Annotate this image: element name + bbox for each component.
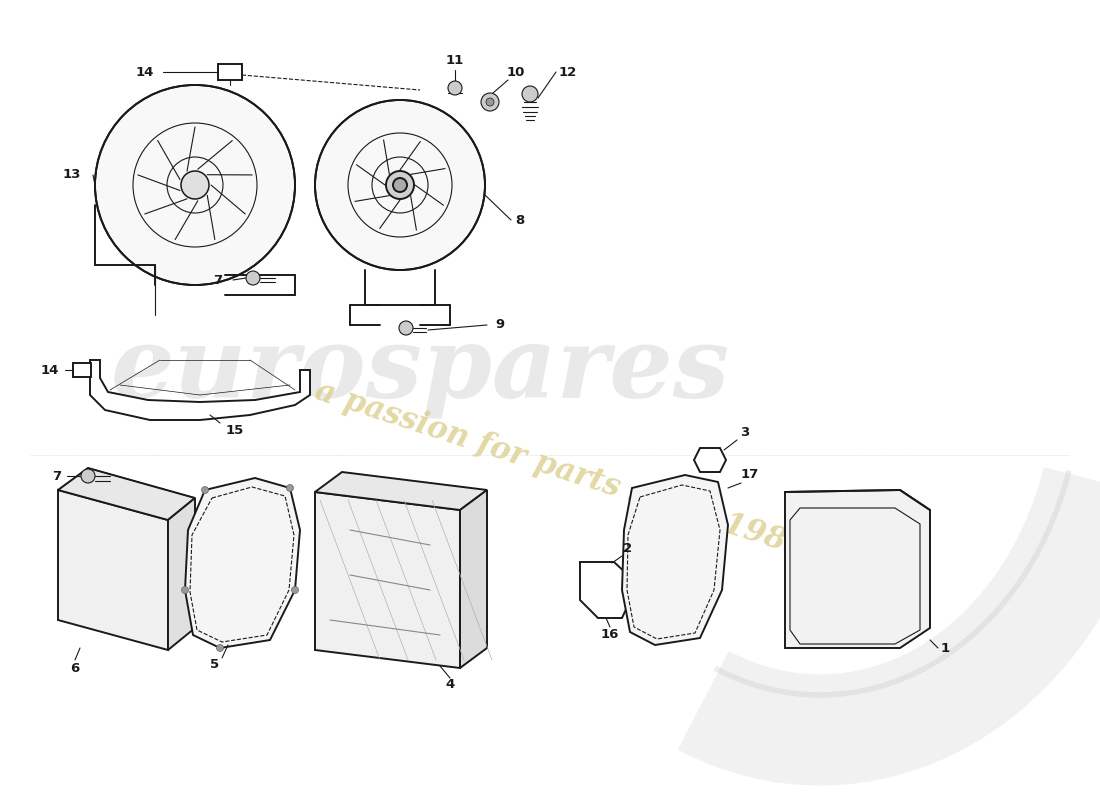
Circle shape: [448, 81, 462, 95]
Text: 3: 3: [740, 426, 749, 438]
Text: a passion for parts since 1985: a passion for parts since 1985: [310, 376, 810, 564]
Text: 11: 11: [446, 54, 464, 66]
Circle shape: [522, 86, 538, 102]
Polygon shape: [218, 64, 242, 80]
Text: 6: 6: [70, 662, 79, 674]
Text: 14: 14: [41, 363, 59, 377]
Polygon shape: [58, 490, 168, 650]
Circle shape: [399, 321, 412, 335]
Text: 5: 5: [210, 658, 220, 671]
Text: 10: 10: [507, 66, 525, 78]
Polygon shape: [694, 448, 726, 472]
Circle shape: [182, 586, 188, 594]
Text: 8: 8: [516, 214, 525, 226]
Circle shape: [81, 469, 95, 483]
Polygon shape: [580, 562, 628, 618]
Text: eurospares: eurospares: [110, 322, 729, 418]
Circle shape: [217, 645, 223, 651]
Polygon shape: [460, 490, 487, 668]
Circle shape: [386, 171, 414, 199]
Text: 1: 1: [940, 642, 949, 654]
Text: 17: 17: [741, 469, 759, 482]
Text: 7: 7: [53, 470, 62, 482]
Circle shape: [486, 98, 494, 106]
Circle shape: [393, 178, 407, 192]
Circle shape: [95, 85, 295, 285]
Polygon shape: [785, 490, 930, 648]
Polygon shape: [73, 363, 91, 377]
Circle shape: [286, 485, 294, 491]
Polygon shape: [58, 468, 195, 520]
Text: 14: 14: [135, 66, 154, 78]
Text: 4: 4: [446, 678, 454, 691]
Text: 7: 7: [213, 274, 222, 286]
Polygon shape: [168, 498, 195, 650]
Text: 15: 15: [226, 423, 244, 437]
Polygon shape: [90, 360, 310, 420]
Circle shape: [481, 93, 499, 111]
Polygon shape: [315, 472, 487, 510]
Text: 13: 13: [63, 169, 81, 182]
Polygon shape: [315, 492, 460, 668]
Text: 16: 16: [601, 629, 619, 642]
Polygon shape: [621, 475, 728, 645]
Circle shape: [246, 271, 260, 285]
Text: 9: 9: [495, 318, 505, 331]
Text: 2: 2: [624, 542, 632, 554]
Circle shape: [292, 586, 298, 594]
Circle shape: [182, 171, 209, 199]
Polygon shape: [185, 478, 300, 648]
Circle shape: [315, 100, 485, 270]
Text: 12: 12: [559, 66, 578, 78]
Circle shape: [201, 486, 209, 494]
